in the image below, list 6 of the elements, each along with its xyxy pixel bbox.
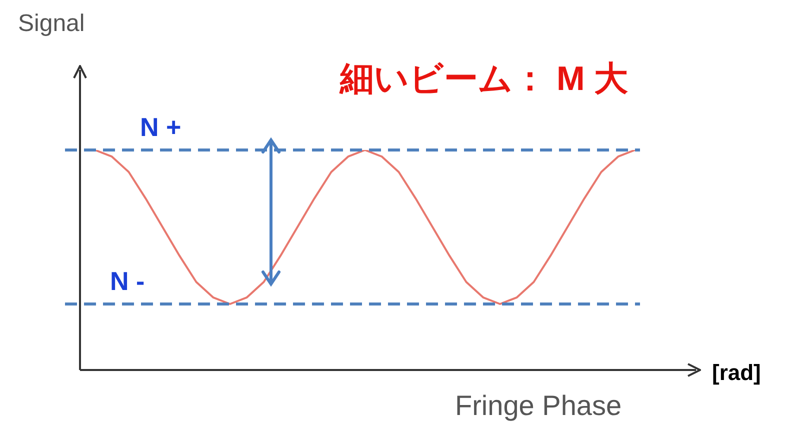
text: [rad]	[712, 360, 761, 385]
x-axis-title: Fringe Phase	[455, 390, 622, 421]
y-axis-title: Signal	[18, 10, 85, 37]
ref-line-label: N +	[140, 112, 182, 142]
chart-title: 細いビーム： M 大	[340, 60, 628, 98]
ref-line-label: N -	[110, 266, 145, 296]
